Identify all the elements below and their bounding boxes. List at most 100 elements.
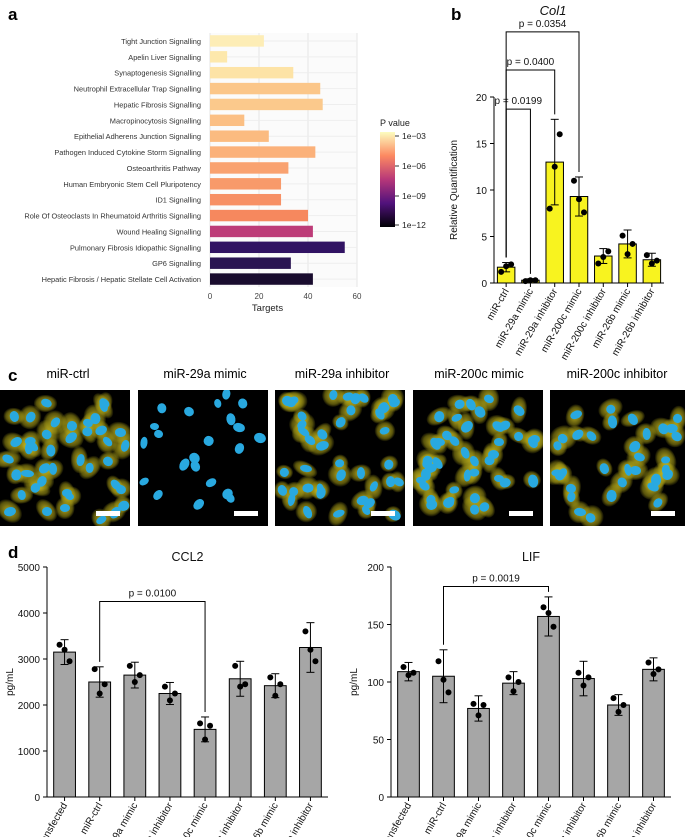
y-tick-label: 15	[476, 140, 488, 151]
data-point	[498, 268, 505, 275]
cell-nucleus	[153, 428, 165, 439]
cell-nucleus	[212, 398, 223, 410]
p-value-label: p = 0.0199	[495, 96, 543, 107]
panel-c-label: c	[8, 366, 18, 385]
scale-bar	[234, 511, 258, 516]
cell-nucleus	[629, 465, 642, 476]
data-point	[242, 681, 249, 688]
x-tick-label: miR-ctrl	[485, 287, 512, 322]
bar	[210, 162, 289, 174]
data-point	[605, 248, 612, 255]
bar	[210, 98, 323, 111]
y-tick-label: 0	[34, 793, 40, 804]
bar	[210, 51, 228, 63]
cell-nucleus	[191, 497, 206, 512]
category-label: Epithelial Adherens Junction Signalling	[74, 132, 201, 141]
cell-nucleus	[642, 427, 651, 440]
data-point	[96, 690, 103, 697]
data-point	[101, 681, 108, 688]
y-tick-label: 150	[367, 621, 384, 632]
category-label: ID1 Signalling	[155, 196, 201, 205]
cell-nucleus	[182, 405, 196, 419]
bar	[210, 114, 245, 127]
panel-d-ccl2-chart: 0 1000 2000 3000 4000 5000 pg/mL CCL2 Untransfec…	[5, 550, 328, 837]
y-axis-title: Relative Quantification	[449, 140, 460, 240]
data-point	[207, 722, 214, 729]
bar	[210, 193, 282, 206]
data-point	[615, 708, 622, 715]
p-value-label: p = 0.0400	[507, 57, 555, 68]
data-point	[440, 676, 447, 683]
bar	[210, 209, 308, 222]
data-point	[126, 662, 133, 669]
data-point	[527, 277, 534, 284]
data-point	[580, 682, 587, 689]
y-tick-label: 3000	[18, 655, 41, 666]
cell-nucleus	[346, 405, 356, 416]
bar	[210, 178, 282, 190]
cell-nucleus	[138, 475, 150, 487]
micrograph-image	[138, 390, 268, 526]
cell-nucleus	[204, 476, 218, 489]
cell-nucleus	[59, 503, 70, 512]
p-value-label: p = 0.0100	[129, 589, 177, 600]
data-point	[405, 672, 412, 679]
bar	[53, 651, 76, 798]
x-tick-label: Untransfected	[373, 801, 414, 837]
data-point	[171, 690, 178, 697]
category-label: Tight Junction Signalling	[121, 37, 201, 46]
category-label: Synaptogenesis Signalling	[114, 69, 201, 78]
cell-nucleus	[487, 450, 499, 460]
bar	[210, 66, 294, 79]
y-tick-label: 100	[367, 678, 384, 689]
micrograph-title-5: miR-200c inhibitor	[566, 367, 668, 381]
y-tick-label: 200	[367, 563, 384, 574]
category-label: Pathogen Induced Cytokine Storm Signalli…	[54, 148, 201, 157]
bar	[210, 82, 321, 95]
x-tick-label: 60	[353, 292, 362, 301]
data-point	[202, 736, 209, 743]
y-tick-label: 4000	[18, 609, 41, 620]
data-point	[136, 672, 143, 679]
y-axis-title: pg/mL	[349, 668, 360, 696]
data-point	[510, 688, 517, 695]
data-point	[470, 700, 477, 707]
significance-bracket	[99, 601, 206, 712]
colorbar-label: 1e−09	[402, 191, 426, 201]
cell-nucleus	[85, 462, 94, 473]
bar	[537, 615, 560, 798]
x-tick-label: miR-ctrl	[422, 801, 449, 836]
cell-nucleus	[236, 398, 249, 411]
cell-nucleus	[231, 421, 246, 434]
colorbar-label: 1e−06	[402, 161, 426, 171]
data-point	[508, 261, 515, 268]
bar	[210, 257, 291, 269]
bar	[263, 685, 287, 798]
bar	[210, 225, 313, 238]
data-point	[595, 260, 602, 267]
y-axis-title: pg/mL	[5, 668, 16, 696]
x-tick-label: miR-ctrl	[79, 801, 106, 836]
cell-nucleus	[114, 427, 126, 438]
data-point	[551, 163, 558, 170]
data-point	[312, 658, 319, 665]
bar	[123, 674, 147, 798]
scale-bar	[371, 511, 395, 516]
bar	[210, 146, 316, 158]
x-tick-label: 0	[208, 292, 213, 301]
significance-bracket	[505, 108, 531, 274]
data-point	[232, 662, 239, 669]
data-point	[540, 604, 547, 611]
data-point	[480, 702, 487, 708]
bar	[572, 678, 595, 798]
category-label: Macropinocytosis Signalling	[110, 116, 201, 125]
data-point	[505, 674, 512, 681]
data-point	[197, 720, 204, 727]
bar	[210, 35, 264, 47]
x-axis-title: Targets	[252, 303, 283, 314]
category-label: GP6 Signalling	[152, 259, 201, 268]
bar	[88, 681, 112, 798]
y-tick-label: 50	[373, 736, 385, 747]
x-tick-label: 40	[304, 292, 313, 301]
bar	[397, 671, 420, 798]
